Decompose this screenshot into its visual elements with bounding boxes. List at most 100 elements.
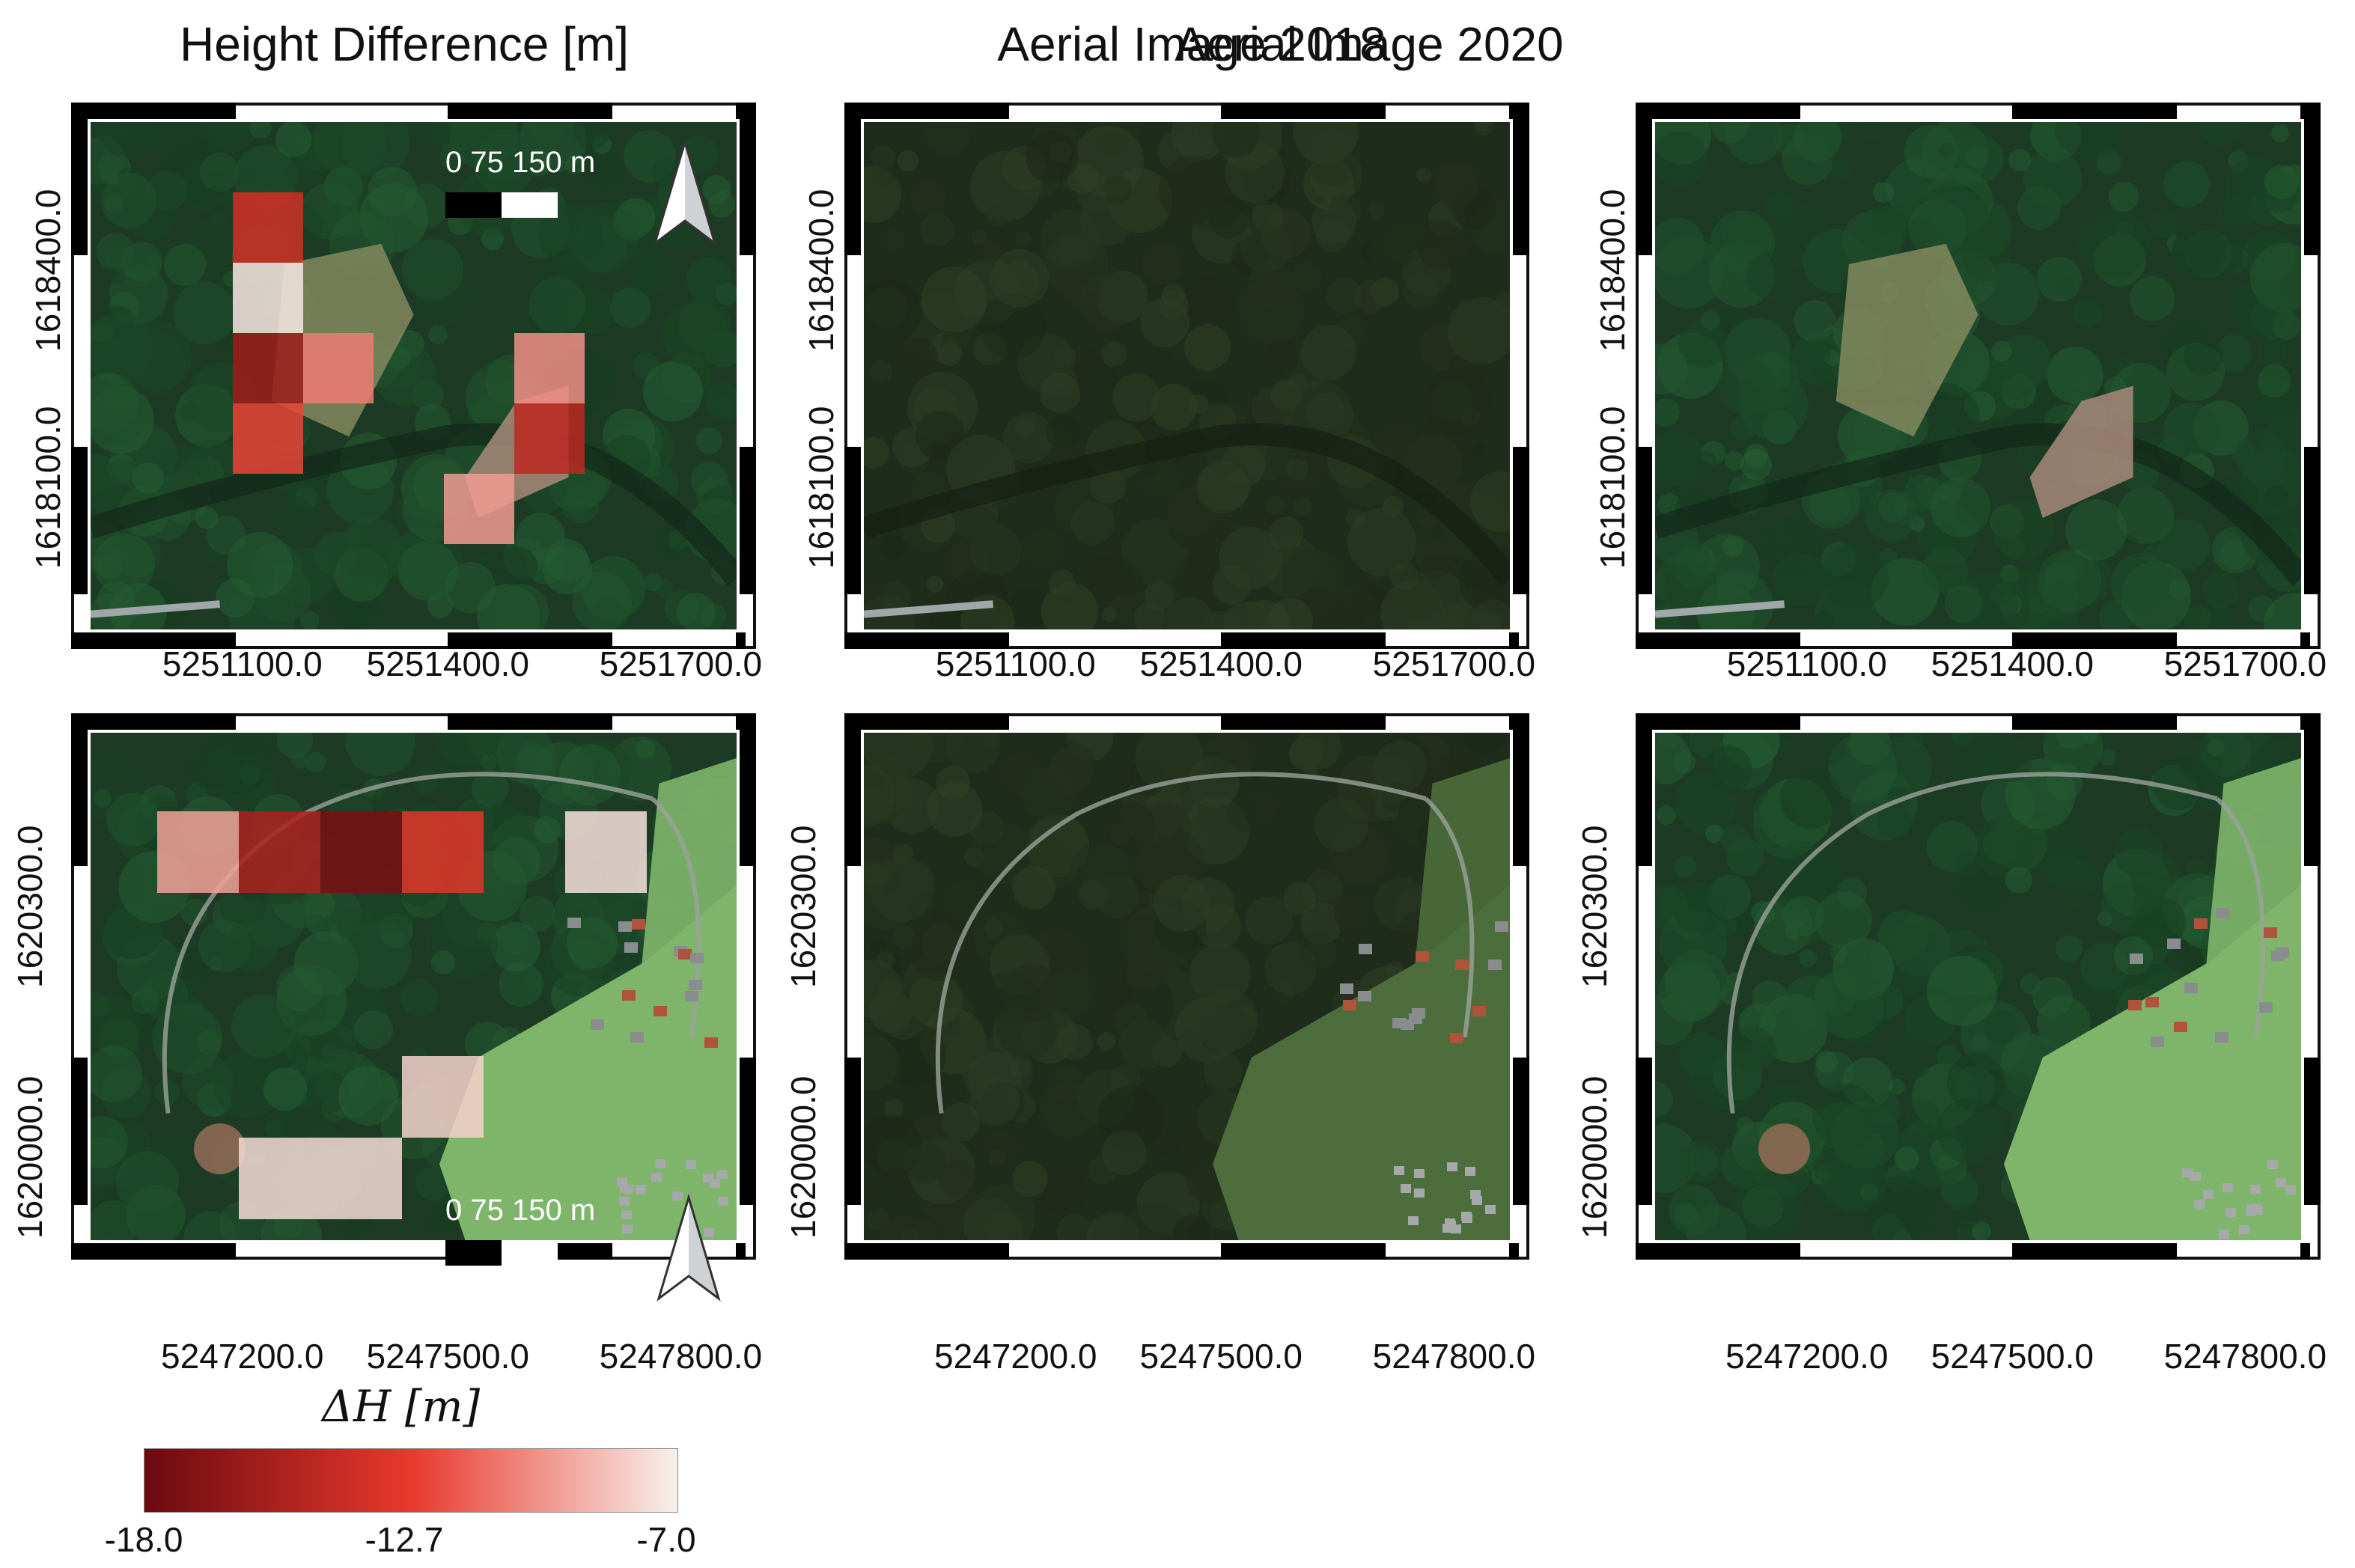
north-arrow-icon — [644, 138, 726, 254]
clearings-overlay — [1835, 243, 2133, 518]
colorbar-title: ΔH [m] — [322, 1381, 481, 1432]
colorbar — [144, 1448, 678, 1513]
frame-scale-segment — [844, 632, 1009, 649]
colorbar-tick-max: -7.0 — [636, 1520, 696, 1559]
height-difference-cell — [233, 263, 303, 333]
y-axis-tick-label: 1620000.0 — [1575, 1076, 1614, 1239]
frame-scale-segment — [448, 632, 612, 649]
x-axis-tick-label: 5247500.0 — [1931, 1337, 2094, 1376]
map-panel-row1-aerial-2018 — [844, 103, 1529, 649]
map-panel-row1-aerial-2020 — [1636, 103, 2321, 649]
frame-scale-segment — [2304, 1057, 2321, 1205]
frame-scale-segment — [844, 103, 1009, 119]
frame-scale-segment — [71, 1057, 88, 1205]
frame-scale-segment — [1636, 1057, 1652, 1205]
height-difference-cell — [233, 192, 303, 263]
frame-scale-segment — [2012, 103, 2177, 119]
frame-scale-segment — [2304, 103, 2321, 256]
frame-scale-segment — [2012, 1243, 2177, 1260]
height-difference-cell — [565, 811, 647, 893]
title-aerial-2018: Aerial Image 2018 — [997, 17, 1386, 71]
colorbar-tick-min: -18.0 — [104, 1520, 183, 1559]
scale-bar — [445, 192, 558, 222]
frame-scale-segment — [1508, 1243, 1520, 1260]
height-difference-cell — [239, 1138, 320, 1219]
y-axis-tick-label: 1620300.0 — [1575, 825, 1614, 988]
frame-scale-segment — [844, 713, 1009, 730]
frame-scale-segment — [71, 446, 88, 594]
frame-scale-segment — [844, 1243, 1009, 1260]
map-image — [864, 122, 1510, 629]
x-axis-tick-label: 5247800.0 — [599, 1337, 763, 1376]
frame-scale-segment — [1508, 632, 1520, 649]
frame-scale-segment — [740, 1057, 756, 1205]
x-axis-tick-label: 5251100.0 — [935, 644, 1096, 683]
frame-scale-segment — [1221, 713, 1386, 730]
map-panel-row1-height-difference: 0 75 150 m — [71, 103, 756, 649]
height-difference-cell — [444, 474, 514, 544]
frame-scale-segment — [1636, 1243, 1800, 1260]
y-axis-tick-label: 1618400.0 — [28, 189, 67, 352]
title-height-difference: Height Difference [m] — [180, 17, 629, 71]
x-axis-tick-label: 5251100.0 — [162, 644, 323, 683]
y-axis-tick-label: 1620000.0 — [10, 1076, 49, 1239]
frame-scale-segment — [71, 103, 88, 256]
frame-scale-segment — [71, 1243, 236, 1260]
x-axis-tick-label: 5247500.0 — [366, 1337, 529, 1376]
frame-scale-segment — [2300, 1243, 2311, 1260]
clearings-overlay — [271, 243, 569, 518]
frame-scale-segment — [740, 713, 756, 867]
x-axis-tick-label: 5247200.0 — [161, 1337, 324, 1376]
north-arrow-icon — [648, 1193, 730, 1310]
frame-scale-segment — [2012, 713, 2177, 730]
clearings-overlay — [1758, 1123, 1811, 1174]
frame-scale-segment — [1513, 446, 1529, 594]
frame-scale-segment — [2300, 632, 2311, 649]
title-aerial-2020: Aerial Image 2020 — [1175, 17, 1564, 71]
frame-scale-segment — [1513, 1057, 1529, 1205]
frame-scale-segment — [1636, 632, 1800, 649]
y-axis-tick-label: 1620000.0 — [784, 1076, 823, 1239]
frame-scale-segment — [1636, 103, 1652, 256]
aerial-imagery — [864, 733, 1510, 1240]
frame-scale-segment — [735, 1243, 746, 1260]
frame-scale-segment — [2304, 713, 2321, 867]
frame-scale-segment — [1221, 103, 1386, 119]
frame-scale-segment — [844, 713, 861, 867]
frame-scale-segment — [1221, 1243, 1386, 1260]
frame-scale-segment — [448, 103, 612, 119]
scale-bar-label: 0 75 150 m — [445, 146, 596, 179]
frame-scale-segment — [1513, 713, 1529, 867]
map-image — [1655, 733, 2301, 1240]
frame-scale-segment — [740, 103, 756, 256]
frame-scale-segment — [71, 632, 236, 649]
y-axis-tick-label: 1618400.0 — [1593, 189, 1632, 352]
height-difference-cell — [233, 333, 303, 403]
map-image — [864, 733, 1510, 1240]
x-axis-tick-label: 5247200.0 — [934, 1337, 1097, 1376]
x-axis-tick-label: 5247200.0 — [1725, 1337, 1889, 1376]
x-axis-tick-label: 5251100.0 — [1726, 644, 1887, 683]
y-axis-tick-label: 1618100.0 — [28, 406, 67, 569]
frame-scale-segment — [735, 632, 746, 649]
frame-scale-segment — [448, 713, 612, 730]
frame-scale-segment — [2012, 632, 2177, 649]
y-axis-tick-label: 1618100.0 — [1593, 406, 1632, 569]
map-image — [91, 122, 737, 629]
height-difference-cell — [239, 811, 320, 893]
frame-scale-segment — [1636, 446, 1652, 594]
colorbar-tick-mid: -12.7 — [365, 1520, 444, 1559]
scale-bar — [445, 1240, 558, 1269]
x-axis-tick-label: 5247800.0 — [1372, 1337, 1536, 1376]
height-difference-cell — [514, 333, 585, 403]
map-image — [91, 733, 737, 1240]
height-difference-cell — [320, 811, 402, 893]
height-difference-cell — [402, 1056, 484, 1138]
height-difference-cell — [514, 403, 585, 474]
height-difference-cell — [157, 811, 239, 893]
x-axis-tick-label: 5251700.0 — [2163, 644, 2327, 683]
height-difference-cell — [303, 333, 374, 403]
y-axis-tick-label: 1620300.0 — [784, 825, 823, 988]
map-panel-row2-aerial-2018 — [844, 713, 1529, 1260]
frame-scale-segment — [844, 1057, 861, 1205]
